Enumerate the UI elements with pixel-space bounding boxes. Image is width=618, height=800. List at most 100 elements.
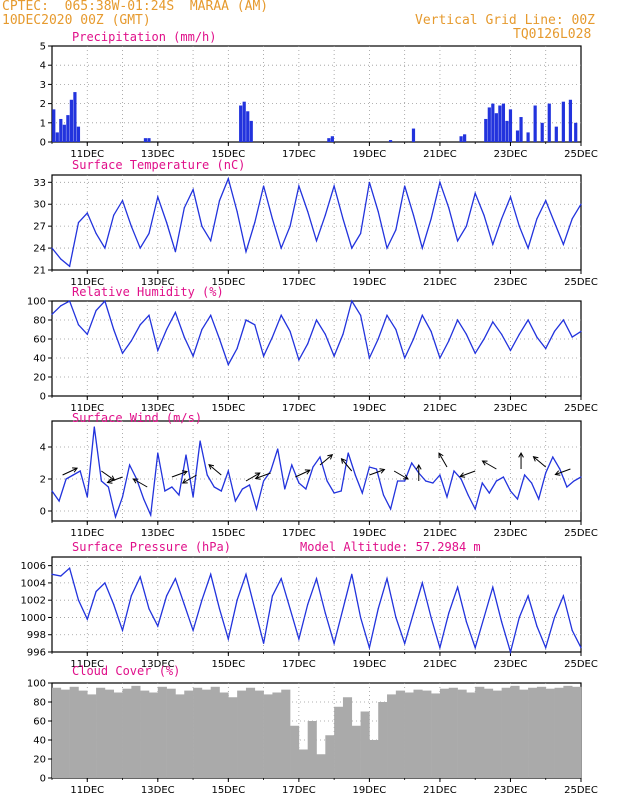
temperature-point [421,247,423,249]
precip-bar [249,120,253,142]
wind-point [516,498,519,500]
humidity-point [580,330,582,332]
temperature-point [121,199,124,202]
cloud-bar [193,687,203,778]
cloud-bar [184,690,194,778]
cloud-bar [510,685,520,778]
wind-xtick-label: 11DEC [70,528,104,539]
temperature-point [377,210,379,213]
pressure-ytick-label: 998 [27,630,46,641]
humidity-point [404,357,406,359]
cloud-bar [245,687,256,778]
cloud-cover-xtick-label: 15DEC [211,785,245,796]
temperature-point [404,185,406,187]
temperature-point [518,225,520,227]
pressure-point [359,616,362,619]
humidity-point [271,336,274,338]
humidity-point [148,314,150,316]
precipitation-ytick-label: 3 [40,80,46,91]
pressure-point [501,621,503,623]
precipitation-xtick-label: 17DEC [282,149,316,160]
wind-point [326,480,328,482]
temperature-point [492,243,494,246]
humidity-point [201,328,203,331]
cloud-bar [157,686,167,778]
precip-bar [52,109,56,142]
pressure-point [139,576,141,578]
pressure-point [527,595,529,597]
model-altitude-label: Model Altitude: 57.2984 m [300,540,481,554]
temperature-point [280,247,282,249]
humidity-point [483,338,485,340]
wind-point [453,470,455,472]
humidity-point [492,321,494,323]
temperature-point [245,251,247,253]
wind-point [213,486,215,488]
wind-point [481,482,483,484]
pressure-xtick-label: 11DEC [70,659,104,670]
cloud-bar [201,689,211,778]
wind-point [291,464,293,466]
precipitation-xtick-label: 15DEC [211,149,245,160]
wind-arrow-head [106,478,113,484]
wind-xtick-label: 25DEC [564,528,598,539]
wind-point [495,480,497,482]
humidity-point [562,319,564,321]
cloud-cover-xtick-label: 13DEC [141,785,175,796]
wind-point [432,482,434,484]
wind-arrow-head [340,457,347,464]
pressure-point [183,603,185,606]
precip-bar [491,103,495,142]
wind-arrow-head [132,478,139,484]
precip-bar [327,138,331,142]
wind-point [467,494,469,496]
wind-arrow-head [181,470,188,476]
pressure-series-line [51,567,582,655]
pressure-frame [51,556,582,653]
humidity-point [183,336,185,338]
humidity-xtick-label: 19DEC [353,403,387,414]
temperature-point [183,207,185,209]
wind-arrow-shaft [255,472,271,479]
pressure-point [377,608,379,610]
cloud-bar [554,687,564,778]
cloud-bar [52,687,62,778]
temperature-point [210,240,212,242]
humidity-point [289,330,291,332]
wind-arrow-shaft [295,469,311,478]
pressure-ytick-label: 996 [27,648,46,659]
cloud-bar [237,690,247,778]
humidity-frame [51,300,582,397]
cloud-bar [422,690,432,778]
humidity-xtick-label: 11DEC [70,403,104,414]
wind-arrow-head [532,456,539,462]
wind-point [79,470,81,472]
cloud-bar [431,693,441,778]
wind-point [270,470,272,472]
cloud-bar [96,687,106,778]
wind-point [340,490,342,492]
temperature-xtick-label: 17DEC [282,277,316,288]
cloud-bar [572,686,582,778]
wind-point [107,486,110,488]
temperature-point [315,240,318,242]
precip-bar [459,136,463,142]
precipitation-frame [51,45,582,143]
header-grid-note: Vertical Grid Line: 00Z [415,13,596,28]
humidity-point [174,311,177,313]
pressure-xtick-label: 13DEC [141,659,175,670]
wind-arrow-head [438,452,444,459]
cloud-cover-xtick-label: 19DEC [353,785,387,796]
precip-bar [574,122,578,142]
pressure-ytick-label: 1006 [21,561,46,572]
temperature-point [430,218,432,220]
wind-arrow-head [254,474,261,480]
wind-arrow-shaft [171,471,188,478]
wind-arrow-shaft [107,476,123,483]
pressure-point [342,608,344,610]
precip-bar [508,109,513,142]
temperature-point [201,225,203,227]
humidity-point [77,324,80,326]
wind-point [545,472,547,474]
wind-point [397,480,399,482]
